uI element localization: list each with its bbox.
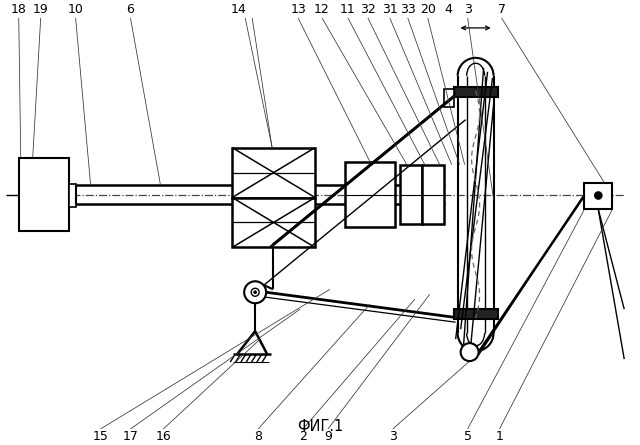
Text: 3: 3 bbox=[464, 4, 472, 16]
Text: 20: 20 bbox=[420, 4, 436, 16]
Text: ФИГ.1: ФИГ.1 bbox=[297, 419, 343, 434]
Circle shape bbox=[253, 291, 257, 294]
Text: 12: 12 bbox=[314, 4, 330, 16]
Bar bbox=[232, 148, 315, 198]
Text: 13: 13 bbox=[290, 4, 306, 16]
Text: 4: 4 bbox=[445, 4, 452, 16]
Bar bbox=[232, 198, 315, 247]
Text: 17: 17 bbox=[122, 430, 138, 443]
Circle shape bbox=[595, 192, 602, 199]
Bar bbox=[584, 182, 612, 210]
Text: 11: 11 bbox=[340, 4, 356, 16]
Bar bbox=[444, 89, 454, 107]
Text: 10: 10 bbox=[68, 4, 84, 16]
Bar bbox=[422, 165, 444, 224]
Text: 32: 32 bbox=[360, 4, 376, 16]
Text: 6: 6 bbox=[127, 4, 134, 16]
Text: 9: 9 bbox=[324, 430, 332, 443]
Text: 33: 33 bbox=[400, 4, 415, 16]
Text: 8: 8 bbox=[254, 430, 262, 443]
Text: 7: 7 bbox=[497, 4, 506, 16]
Text: 31: 31 bbox=[382, 4, 397, 16]
Text: 18: 18 bbox=[11, 4, 27, 16]
Text: 19: 19 bbox=[33, 4, 49, 16]
Bar bbox=[454, 87, 497, 97]
Circle shape bbox=[244, 281, 266, 303]
Circle shape bbox=[461, 343, 479, 361]
Bar bbox=[68, 183, 76, 207]
Bar bbox=[345, 162, 395, 227]
Text: 15: 15 bbox=[93, 430, 109, 443]
Text: 1: 1 bbox=[495, 430, 504, 443]
Text: 14: 14 bbox=[230, 4, 246, 16]
Text: 16: 16 bbox=[156, 430, 172, 443]
Text: 5: 5 bbox=[463, 430, 472, 443]
Text: 2: 2 bbox=[299, 430, 307, 443]
Bar bbox=[19, 158, 68, 231]
Bar bbox=[454, 309, 497, 319]
Bar bbox=[400, 165, 422, 224]
Circle shape bbox=[251, 288, 259, 296]
Text: 3: 3 bbox=[389, 430, 397, 443]
